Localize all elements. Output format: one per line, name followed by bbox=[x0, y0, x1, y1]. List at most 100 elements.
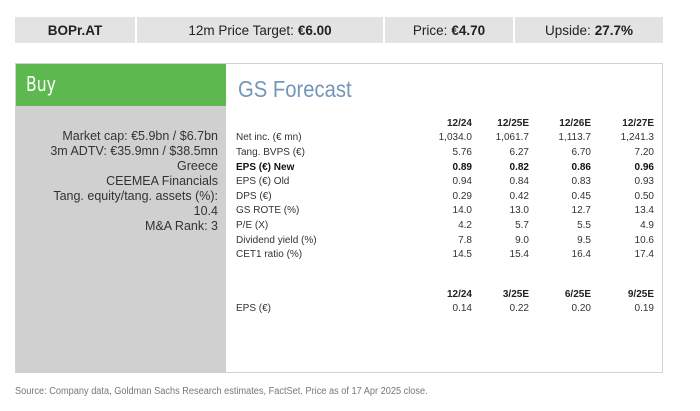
info-line: Market cap: €5.9bn / $6.7bn bbox=[62, 129, 218, 143]
header-spacer bbox=[236, 116, 412, 131]
table-cell: 16.4 bbox=[571, 249, 591, 261]
row-label: P/E (X) bbox=[236, 219, 269, 231]
rating-band: Buy bbox=[16, 64, 226, 106]
table-cell: 9.5 bbox=[577, 234, 591, 246]
row-label: EPS (€) bbox=[236, 303, 272, 315]
row-label: Tang. BVPS (€) bbox=[236, 146, 305, 158]
row-label: DPS (€) bbox=[236, 190, 272, 202]
price-target-cell: 12m Price Target: €6.00 bbox=[137, 17, 385, 43]
row-label: CET1 ratio (%) bbox=[236, 249, 303, 261]
table-cell: 0.83 bbox=[571, 176, 591, 188]
table-row: Net inc. (€ mn) 1,034.0 1,061.7 1,113.7 … bbox=[236, 131, 654, 146]
table-cell: 5.5 bbox=[577, 219, 591, 231]
table-row: EPS (€) Old 0.94 0.84 0.83 0.93 bbox=[236, 174, 654, 189]
price-value: €4.70 bbox=[451, 22, 486, 38]
header-spacer bbox=[236, 287, 412, 302]
upside-label: Upside: bbox=[544, 22, 591, 38]
column-header: 12/26E bbox=[559, 117, 591, 129]
info-line: CEEMEA Financials bbox=[106, 174, 218, 188]
info-line: 3m ADTV: €35.9mn / $38.5mn bbox=[50, 144, 218, 158]
table-cell: 0.42 bbox=[509, 190, 529, 202]
table-cell: 0.14 bbox=[452, 303, 472, 315]
table-cell: 1,034.0 bbox=[438, 132, 472, 144]
table-cell: 5.76 bbox=[452, 146, 472, 158]
row-label: EPS (€) New bbox=[236, 161, 295, 173]
info-line: M&A Rank: 3 bbox=[145, 219, 218, 233]
table-cell: 6.70 bbox=[571, 146, 591, 158]
table-cell: 0.29 bbox=[452, 190, 472, 202]
info-line: Greece bbox=[177, 159, 218, 173]
table-cell: 0.45 bbox=[571, 190, 591, 202]
table-cell: 17.4 bbox=[634, 249, 654, 261]
table-cell: 1,241.3 bbox=[620, 132, 654, 144]
table-cell: 15.4 bbox=[509, 249, 529, 261]
column-header: 12/27E bbox=[622, 117, 654, 129]
table-cell: 14.5 bbox=[452, 249, 472, 261]
table-cell: 0.82 bbox=[509, 161, 529, 173]
ticker-bar: BOPr.AT 12m Price Target: €6.00 Price: €… bbox=[15, 17, 663, 43]
column-header: 12/24 bbox=[446, 117, 472, 129]
price-label: Price: bbox=[412, 22, 448, 38]
table-header-row: 12/24 12/25E 12/26E 12/27E bbox=[236, 116, 654, 131]
table-cell: 0.50 bbox=[634, 190, 654, 202]
table-row: DPS (€) 0.29 0.42 0.45 0.50 bbox=[236, 189, 654, 204]
table-cell: 5.7 bbox=[515, 219, 529, 231]
ticker-text: BOPr.AT bbox=[47, 22, 103, 38]
price-cell: Price: €4.70 bbox=[385, 17, 515, 43]
table-cell: 0.86 bbox=[571, 161, 591, 173]
table-cell: 0.89 bbox=[452, 161, 472, 173]
table-cell: 13.4 bbox=[634, 205, 654, 217]
forecast-panel: Buy Market cap: €5.9bn / $6.7bn 3m ADTV:… bbox=[15, 63, 663, 373]
table-row: CET1 ratio (%) 14.5 15.4 16.4 17.4 bbox=[236, 247, 654, 262]
table-row: EPS (€) 0.14 0.22 0.20 0.19 bbox=[236, 302, 654, 317]
company-info: Market cap: €5.9bn / $6.7bn 3m ADTV: €35… bbox=[18, 129, 218, 234]
table-row: GS ROTE (%) 14.0 13.0 12.7 13.4 bbox=[236, 204, 654, 219]
info-line: Tang. equity/tang. assets (%): bbox=[53, 189, 218, 203]
table-cell: 0.96 bbox=[634, 161, 654, 173]
table-cell: 0.94 bbox=[452, 176, 472, 188]
ticker-symbol: BOPr.AT bbox=[15, 17, 137, 43]
price-target-value: €6.00 bbox=[297, 22, 332, 38]
info-line: 10.4 bbox=[193, 204, 218, 218]
quarterly-eps-table: 12/24 3/25E 6/25E 9/25E EPS (€) 0.14 0.2… bbox=[236, 287, 654, 316]
table-cell: 14.0 bbox=[452, 205, 472, 217]
table-header-row: 12/24 3/25E 6/25E 9/25E bbox=[236, 287, 654, 302]
table-row: EPS (€) New 0.89 0.82 0.86 0.96 bbox=[236, 160, 654, 175]
source-note: Source: Company data, Goldman Sachs Rese… bbox=[15, 386, 428, 397]
table-cell: 9.0 bbox=[515, 234, 529, 246]
table-cell: 1,061.7 bbox=[495, 132, 529, 144]
table-cell: 7.20 bbox=[634, 146, 654, 158]
table-cell: 1,113.7 bbox=[558, 132, 591, 144]
rating-label: Buy bbox=[26, 72, 56, 96]
table-cell: 0.93 bbox=[634, 176, 654, 188]
price-target-label: 12m Price Target: bbox=[188, 22, 294, 38]
column-header: 3/25E bbox=[502, 288, 529, 300]
table-cell: 4.9 bbox=[640, 219, 654, 231]
table-row: Dividend yield (%) 7.8 9.0 9.5 10.6 bbox=[236, 233, 654, 248]
table-cell: 12.7 bbox=[571, 205, 591, 217]
table-cell: 0.19 bbox=[634, 303, 654, 315]
upside-value: 27.7% bbox=[594, 22, 634, 38]
table-cell: 13.0 bbox=[509, 205, 529, 217]
table-cell: 4.2 bbox=[458, 219, 472, 231]
table-row: P/E (X) 4.2 5.7 5.5 4.9 bbox=[236, 218, 654, 233]
table-cell: 0.20 bbox=[571, 303, 591, 315]
info-sidebar: Buy Market cap: €5.9bn / $6.7bn 3m ADTV:… bbox=[16, 64, 226, 372]
upside-cell: Upside: 27.7% bbox=[515, 17, 663, 43]
table-cell: 0.84 bbox=[509, 176, 529, 188]
row-label: GS ROTE (%) bbox=[236, 205, 300, 217]
column-header: 12/24 bbox=[446, 288, 472, 300]
column-header: 9/25E bbox=[627, 288, 654, 300]
forecast-title: GS Forecast bbox=[238, 76, 352, 102]
table-cell: 0.22 bbox=[509, 303, 529, 315]
column-header: 12/25E bbox=[497, 117, 529, 129]
annual-forecast-table: 12/24 12/25E 12/26E 12/27E Net inc. (€ m… bbox=[236, 116, 654, 262]
table-cell: 7.8 bbox=[458, 234, 472, 246]
table-row: Tang. BVPS (€) 5.76 6.27 6.70 7.20 bbox=[236, 145, 654, 160]
row-label: Net inc. (€ mn) bbox=[236, 132, 302, 144]
column-header: 6/25E bbox=[564, 288, 591, 300]
table-cell: 6.27 bbox=[509, 146, 529, 158]
row-label: Dividend yield (%) bbox=[236, 234, 317, 246]
row-label: EPS (€) Old bbox=[236, 176, 290, 188]
table-cell: 10.6 bbox=[634, 234, 654, 246]
